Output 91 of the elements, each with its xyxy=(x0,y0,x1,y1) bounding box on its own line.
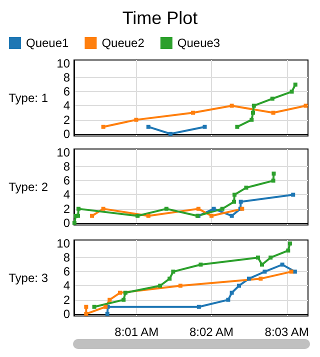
point xyxy=(92,304,96,309)
point xyxy=(101,206,106,211)
point xyxy=(196,304,201,309)
point xyxy=(84,304,88,309)
point xyxy=(230,104,234,108)
point xyxy=(252,104,256,108)
point xyxy=(158,284,162,288)
point xyxy=(246,276,251,281)
point xyxy=(76,214,80,218)
point xyxy=(271,178,276,183)
point xyxy=(289,270,294,274)
y-axis-title: Type: 1 xyxy=(8,91,48,105)
point xyxy=(291,192,296,197)
y-tick-label: 10 xyxy=(56,146,70,160)
x-tick-label: 8:02 AM xyxy=(190,325,234,339)
y-tick-label: 8 xyxy=(63,250,70,265)
point xyxy=(123,290,128,295)
point xyxy=(250,110,255,115)
point xyxy=(196,206,200,211)
point xyxy=(90,214,94,218)
point xyxy=(134,118,138,122)
point xyxy=(212,206,216,211)
y-tick-label: 4 xyxy=(63,98,70,113)
point xyxy=(76,206,81,211)
point xyxy=(136,214,140,218)
point xyxy=(293,82,298,87)
y-tick-label: 6 xyxy=(63,264,70,279)
point xyxy=(250,118,254,122)
point xyxy=(191,110,196,115)
point xyxy=(202,124,207,129)
point xyxy=(258,276,263,281)
point xyxy=(256,256,260,260)
point xyxy=(168,276,172,281)
y-tick-label: 4 xyxy=(63,188,70,202)
point xyxy=(304,104,308,108)
y-tick-label: 0 xyxy=(63,216,70,230)
legend-label: Queue1 xyxy=(26,36,70,50)
point xyxy=(171,270,176,274)
point xyxy=(164,206,168,211)
y-tick-label: 2 xyxy=(63,202,70,216)
y-axis-title: Type: 3 xyxy=(8,271,48,285)
y-axis-title: Type: 2 xyxy=(8,180,48,194)
chart-title: Time Plot xyxy=(122,8,198,28)
y-tick-label: 2 xyxy=(63,112,70,127)
point xyxy=(280,262,284,267)
point xyxy=(272,172,276,176)
point xyxy=(230,214,234,218)
point xyxy=(220,206,224,211)
y-tick-label: 0 xyxy=(63,306,70,321)
y-tick-label: 10 xyxy=(56,236,70,251)
y-tick-label: 4 xyxy=(63,278,70,293)
y-tick-label: 6 xyxy=(63,174,70,188)
point xyxy=(168,132,172,136)
x-tick-label: 8:03 AM xyxy=(264,325,309,339)
legend-label: Queue2 xyxy=(102,36,145,50)
point xyxy=(286,248,290,253)
y-tick-label: 2 xyxy=(63,292,70,307)
point xyxy=(237,284,242,288)
legend-label: Queue3 xyxy=(177,36,220,50)
point xyxy=(230,290,234,295)
y-tick-label: 6 xyxy=(63,84,70,99)
point xyxy=(268,256,273,260)
y-tick-label: 8 xyxy=(63,70,70,85)
point xyxy=(108,298,112,302)
y-tick-label: 0 xyxy=(63,126,70,141)
point xyxy=(146,124,150,129)
point xyxy=(101,124,106,129)
point xyxy=(198,262,203,267)
point xyxy=(290,90,294,94)
point xyxy=(235,124,240,129)
point xyxy=(244,186,248,190)
point xyxy=(271,110,276,115)
point xyxy=(270,96,274,101)
y-tick-label: 8 xyxy=(63,160,70,174)
point xyxy=(288,242,292,246)
x-tick-label: 8:01 AM xyxy=(114,325,159,339)
point xyxy=(210,214,214,218)
y-tick-label: 10 xyxy=(56,56,70,71)
point xyxy=(262,270,267,274)
point xyxy=(72,220,76,225)
point xyxy=(146,214,150,218)
point xyxy=(122,298,126,302)
point xyxy=(178,284,182,288)
point xyxy=(226,298,230,302)
point xyxy=(232,200,236,204)
point xyxy=(260,262,264,267)
point xyxy=(232,192,237,197)
point xyxy=(105,312,110,316)
point xyxy=(84,312,88,316)
point xyxy=(118,290,122,295)
point xyxy=(238,200,243,204)
